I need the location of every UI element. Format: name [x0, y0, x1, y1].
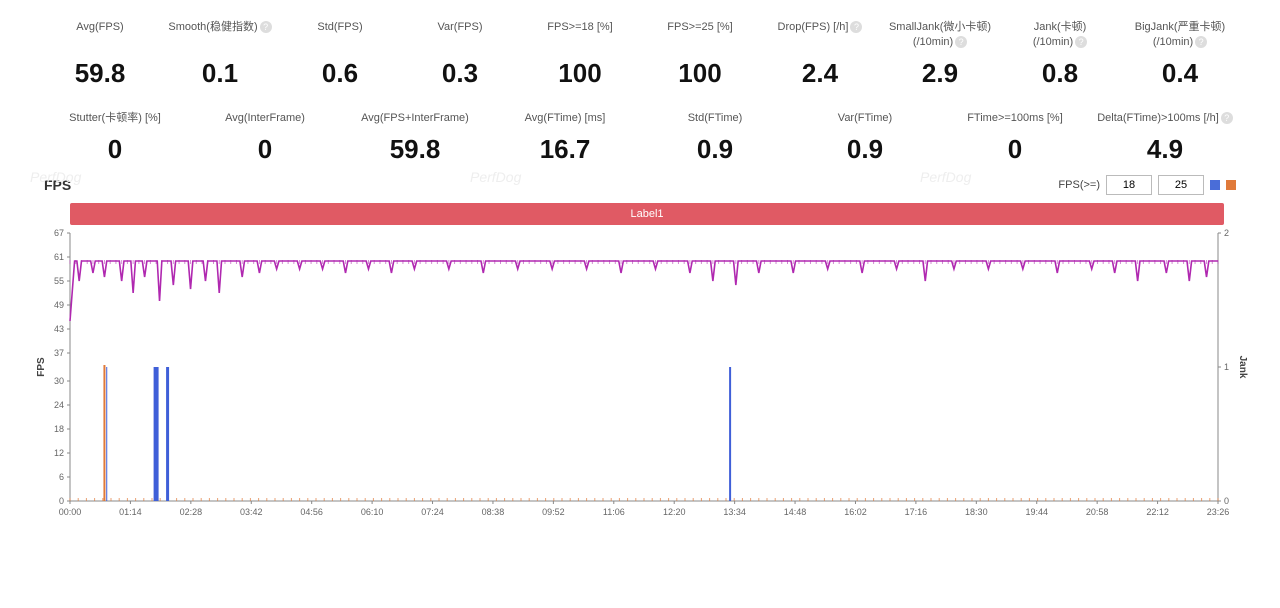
svg-text:30: 30	[54, 376, 64, 386]
svg-text:49: 49	[54, 300, 64, 310]
metric-value: 0.6	[280, 58, 400, 89]
metric-label: Avg(FPS)	[40, 20, 160, 35]
svg-text:43: 43	[54, 324, 64, 334]
metric-label: Avg(FPS+InterFrame)	[340, 111, 490, 126]
metric-label: BigJank(严重卡顿)	[1120, 20, 1240, 35]
svg-text:09:52: 09:52	[542, 507, 565, 517]
svg-text:1: 1	[1224, 362, 1229, 372]
svg-text:13:34: 13:34	[723, 507, 746, 517]
svg-text:01:14: 01:14	[119, 507, 142, 517]
metric-label: Smooth(稳健指数)?	[160, 20, 280, 35]
metric-label: Drop(FPS) [/h]?	[760, 20, 880, 35]
metric-label: (/10min)?	[880, 35, 1000, 50]
svg-text:04:56: 04:56	[300, 507, 323, 517]
metric-label: Std(FPS)	[280, 20, 400, 35]
chart-area: PerfDog PerfDog PerfDog FPS FPS(>=) Labe…	[0, 175, 1280, 525]
svg-text:0: 0	[59, 496, 64, 506]
fps-threshold-1-input[interactable]	[1106, 175, 1152, 195]
help-icon[interactable]: ?	[260, 21, 272, 33]
svg-text:18: 18	[54, 424, 64, 434]
metric-value: 4.9	[1090, 134, 1240, 165]
metric-value: 100	[640, 58, 760, 89]
svg-text:55: 55	[54, 276, 64, 286]
metrics-panel: Avg(FPS)Smooth(稳健指数)?Std(FPS)Var(FPS)FPS…	[0, 0, 1280, 165]
svg-text:FPS: FPS	[36, 356, 47, 376]
svg-text:67: 67	[54, 228, 64, 238]
svg-text:12: 12	[54, 448, 64, 458]
chart-title: FPS	[44, 177, 71, 193]
help-icon[interactable]: ?	[850, 21, 862, 33]
metric-value: 59.8	[40, 58, 160, 89]
svg-text:23:26: 23:26	[1207, 507, 1230, 517]
svg-text:16:02: 16:02	[844, 507, 867, 517]
chart-header: FPS FPS(>=)	[32, 175, 1248, 199]
svg-text:18:30: 18:30	[965, 507, 988, 517]
metric-label: FPS>=25 [%]	[640, 20, 760, 35]
metric-value: 0.8	[1000, 58, 1120, 89]
metric-value: 0.9	[640, 134, 790, 165]
svg-text:06:10: 06:10	[361, 507, 384, 517]
metrics-row1-labels: Avg(FPS)Smooth(稳健指数)?Std(FPS)Var(FPS)FPS…	[40, 20, 1240, 50]
svg-text:20:58: 20:58	[1086, 507, 1109, 517]
metric-value: 59.8	[340, 134, 490, 165]
fps-chart: 0612182430374349556167012FPSJank00:0001:…	[32, 227, 1248, 525]
metric-label: FTime>=100ms [%]	[940, 111, 1090, 126]
metric-value: 0.4	[1120, 58, 1240, 89]
metric-label: (/10min)?	[1000, 35, 1120, 50]
svg-text:12:20: 12:20	[663, 507, 686, 517]
svg-text:22:12: 22:12	[1146, 507, 1169, 517]
svg-text:37: 37	[54, 348, 64, 358]
metric-value: 16.7	[490, 134, 640, 165]
metric-label: Delta(FTime)>100ms [/h]?	[1090, 111, 1240, 126]
svg-text:2: 2	[1224, 228, 1229, 238]
metric-label: Stutter(卡顿率) [%]	[40, 111, 190, 126]
metric-value: 0.1	[160, 58, 280, 89]
svg-text:00:00: 00:00	[59, 507, 82, 517]
svg-text:61: 61	[54, 252, 64, 262]
metric-value: 0	[40, 134, 190, 165]
metric-label: Avg(FTime) [ms]	[490, 111, 640, 126]
svg-text:11:06: 11:06	[603, 507, 625, 517]
svg-text:6: 6	[59, 472, 64, 482]
metric-value: 2.4	[760, 58, 880, 89]
metric-value: 0	[940, 134, 1090, 165]
metric-label: (/10min)?	[1120, 35, 1240, 50]
metric-label: Var(FTime)	[790, 111, 940, 126]
chart-controls: FPS(>=)	[1058, 175, 1236, 195]
help-icon[interactable]: ?	[1195, 36, 1207, 48]
svg-text:07:24: 07:24	[421, 507, 444, 517]
svg-text:19:44: 19:44	[1025, 507, 1048, 517]
help-icon[interactable]: ?	[955, 36, 967, 48]
svg-text:08:38: 08:38	[482, 507, 505, 517]
metric-label: Avg(InterFrame)	[190, 111, 340, 126]
metric-value: 2.9	[880, 58, 1000, 89]
metric-label: SmallJank(微小卡顿)	[880, 20, 1000, 35]
svg-text:17:16: 17:16	[905, 507, 928, 517]
help-icon[interactable]: ?	[1075, 36, 1087, 48]
metric-value: 0	[190, 134, 340, 165]
svg-text:24: 24	[54, 400, 64, 410]
metric-label: Jank(卡顿)	[1000, 20, 1120, 35]
metric-value: 0.9	[790, 134, 940, 165]
metrics-row2-values: 0059.816.70.90.904.9	[40, 134, 1240, 165]
metrics-row1-values: 59.80.10.60.31001002.42.90.80.4	[40, 58, 1240, 89]
metric-label: Var(FPS)	[400, 20, 520, 35]
svg-text:14:48: 14:48	[784, 507, 807, 517]
legend-swatch-2	[1226, 180, 1236, 190]
svg-text:Jank: Jank	[1237, 355, 1248, 378]
metric-label: Std(FTime)	[640, 111, 790, 126]
metrics-row2-labels: Stutter(卡顿率) [%]Avg(InterFrame)Avg(FPS+I…	[40, 111, 1240, 126]
label-bar[interactable]: Label1	[70, 203, 1224, 225]
help-icon[interactable]: ?	[1221, 112, 1233, 124]
fps-threshold-2-input[interactable]	[1158, 175, 1204, 195]
svg-text:02:28: 02:28	[180, 507, 203, 517]
svg-text:03:42: 03:42	[240, 507, 263, 517]
metric-label: FPS>=18 [%]	[520, 20, 640, 35]
metric-value: 100	[520, 58, 640, 89]
legend-swatch-1	[1210, 180, 1220, 190]
svg-text:0: 0	[1224, 496, 1229, 506]
fps-threshold-label: FPS(>=)	[1058, 179, 1100, 191]
metric-value: 0.3	[400, 58, 520, 89]
